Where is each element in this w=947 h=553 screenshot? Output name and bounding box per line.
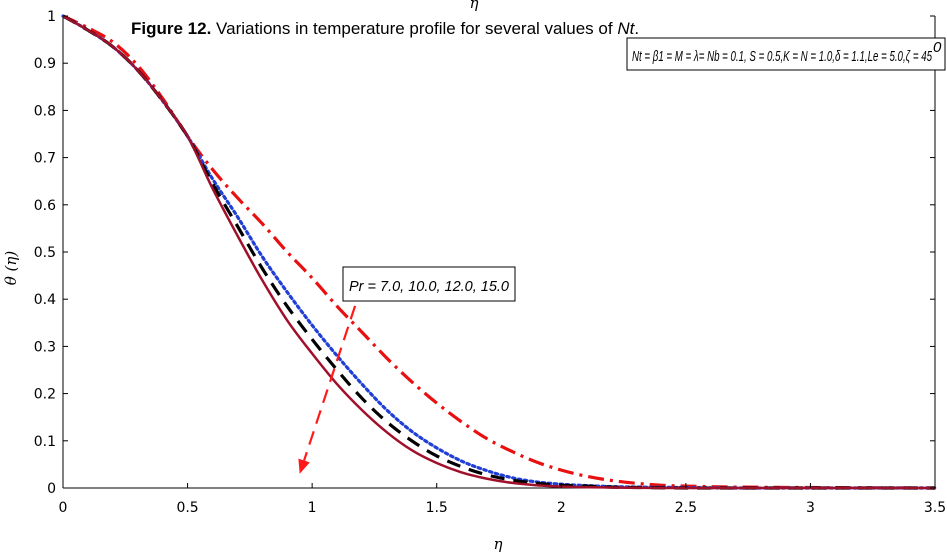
top-axis-label: η	[470, 0, 479, 12]
y-tick-label: 0.3	[34, 339, 56, 355]
y-tick-label: 0.1	[34, 434, 56, 450]
y-tick-label: 0.2	[34, 387, 56, 403]
x-tick-label: 0.5	[176, 500, 198, 516]
y-tick-label: 0.4	[34, 292, 56, 308]
ticks-layer: 0 0.5 1 1.5 2 2.5 3 3.500.10.20.30.40.50.60.70.…	[34, 9, 946, 516]
plot-area	[62, 16, 936, 489]
series-line-dashed	[62, 14, 935, 490]
y-tick-label: 0.9	[34, 56, 56, 72]
series-line-solid	[62, 14, 935, 490]
arrow-shaft	[303, 284, 364, 461]
y-axis-label: θ (η)	[2, 251, 20, 286]
arrow-head	[298, 458, 310, 474]
caption-label: Figure 12.	[131, 19, 211, 38]
series-line-dotted	[61, 14, 937, 490]
figure-caption: Figure 12. Variations in temperature pro…	[131, 19, 639, 38]
y-tick-label: 0	[47, 481, 56, 497]
series-line-dashdot	[62, 14, 936, 490]
caption-text: Variations in temperature profile for se…	[211, 19, 617, 38]
caption-end: .	[634, 19, 639, 38]
x-axis-label: η	[494, 535, 503, 553]
pr-annotation: Pr = 7.0, 10.0, 12.0, 15.0	[349, 278, 510, 295]
x-tick-label: 3	[806, 500, 815, 516]
pr-annotation-box: Pr = 7.0, 10.0, 12.0, 15.0	[342, 266, 516, 302]
x-tick-label: 1.5	[426, 500, 448, 516]
caption-symbol: Nt	[617, 19, 635, 38]
parameter-box: Nt = β1 = M = λ= Nb = 0.1, S = 0.5,K = N…	[626, 37, 946, 71]
y-tick-label: 0.8	[34, 103, 56, 119]
y-tick-label: 0.6	[34, 198, 56, 214]
y-tick-label: 0.7	[34, 151, 56, 167]
pr-arrow	[298, 284, 364, 474]
x-tick-label: 1	[308, 500, 317, 516]
parameter-degree-sup: 0	[933, 39, 942, 56]
series-layer	[61, 14, 937, 490]
x-tick-label: 0	[59, 500, 68, 516]
y-tick-label: 0.5	[34, 245, 56, 261]
y-tick-label: 1	[47, 9, 56, 25]
x-tick-label: 3.5	[924, 500, 946, 516]
x-tick-label: 2	[557, 500, 566, 516]
parameter-text: Nt = β1 = M = λ= Nb = 0.1, S = 0.5,K = N…	[632, 48, 932, 65]
x-tick-label: 2.5	[675, 500, 697, 516]
